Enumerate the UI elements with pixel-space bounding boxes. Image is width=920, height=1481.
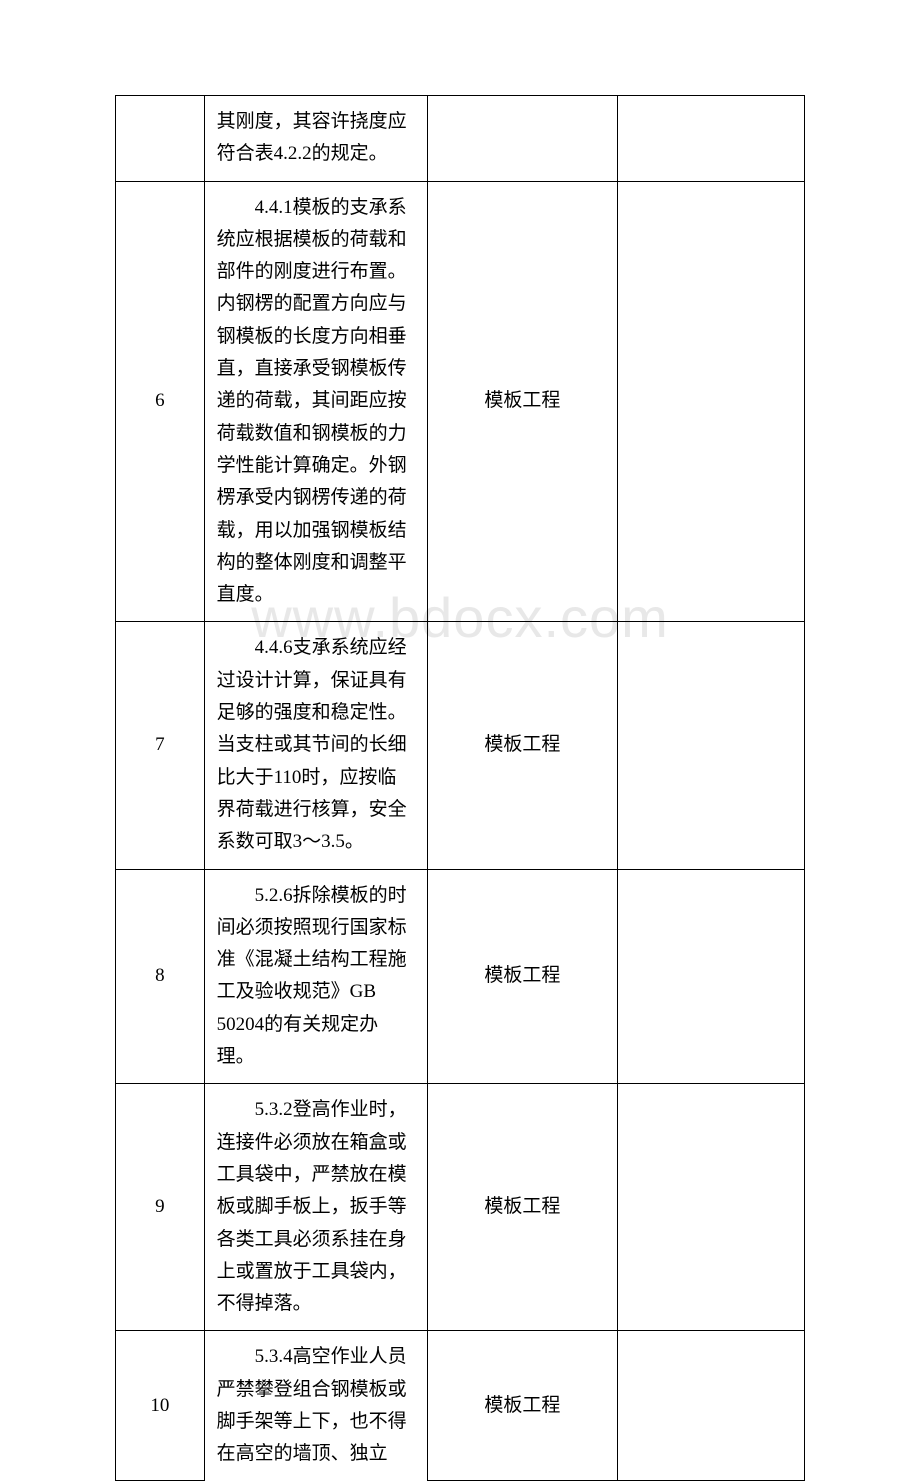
- row-empty-cell: [617, 1331, 804, 1481]
- row-number-cell: 6: [116, 181, 205, 622]
- row-number-cell: 10: [116, 1331, 205, 1481]
- row-category-cell: 模板工程: [428, 1331, 617, 1481]
- content-text: 5.3.4高空作业人员严禁攀登组合钢模板或脚手架等上下，也不得在高空的墙顶、独立: [217, 1341, 416, 1470]
- table-row: 其刚度，其容许挠度应符合表4.2.2的规定。: [116, 96, 805, 182]
- row-empty-cell: [617, 622, 804, 869]
- table-row: 7 4.4.6支承系统应经过设计计算，保证具有足够的强度和稳定性。当支柱或其节间…: [116, 622, 805, 869]
- row-number-cell: 7: [116, 622, 205, 869]
- row-content-cell: 4.4.6支承系统应经过设计计算，保证具有足够的强度和稳定性。当支柱或其节间的长…: [204, 622, 428, 869]
- row-content-cell: 5.3.4高空作业人员严禁攀登组合钢模板或脚手架等上下，也不得在高空的墙顶、独立: [204, 1331, 428, 1481]
- content-text: 4.4.1模板的支承系统应根据模板的荷载和部件的刚度进行布置。内钢楞的配置方向应…: [217, 192, 416, 612]
- content-text: 4.4.6支承系统应经过设计计算，保证具有足够的强度和稳定性。当支柱或其节间的长…: [217, 632, 416, 858]
- content-text: 5.3.2登高作业时，连接件必须放在箱盒或工具袋中，严禁放在模板或脚手板上，扳手…: [217, 1094, 416, 1320]
- table-row: 9 5.3.2登高作业时，连接件必须放在箱盒或工具袋中，严禁放在模板或脚手板上，…: [116, 1084, 805, 1331]
- content-text: 5.2.6拆除模板的时间必须按照现行国家标准《混凝土结构工程施工及验收规范》GB…: [217, 880, 416, 1074]
- row-content-cell: 5.3.2登高作业时，连接件必须放在箱盒或工具袋中，严禁放在模板或脚手板上，扳手…: [204, 1084, 428, 1331]
- row-empty-cell: [617, 869, 804, 1084]
- row-category-cell: 模板工程: [428, 181, 617, 622]
- row-number-cell: [116, 96, 205, 182]
- row-empty-cell: [617, 1084, 804, 1331]
- table-row: 8 5.2.6拆除模板的时间必须按照现行国家标准《混凝土结构工程施工及验收规范》…: [116, 869, 805, 1084]
- table-row: 10 5.3.4高空作业人员严禁攀登组合钢模板或脚手架等上下，也不得在高空的墙顶…: [116, 1331, 805, 1481]
- row-number-cell: 9: [116, 1084, 205, 1331]
- row-empty-cell: [617, 96, 804, 182]
- row-category-cell: 模板工程: [428, 869, 617, 1084]
- row-content-cell: 5.2.6拆除模板的时间必须按照现行国家标准《混凝土结构工程施工及验收规范》GB…: [204, 869, 428, 1084]
- row-empty-cell: [617, 181, 804, 622]
- row-category-cell: 模板工程: [428, 1084, 617, 1331]
- table-row: 6 4.4.1模板的支承系统应根据模板的荷载和部件的刚度进行布置。内钢楞的配置方…: [116, 181, 805, 622]
- row-category-cell: 模板工程: [428, 622, 617, 869]
- row-content-cell: 其刚度，其容许挠度应符合表4.2.2的规定。: [204, 96, 428, 182]
- row-category-cell: [428, 96, 617, 182]
- row-content-cell: 4.4.1模板的支承系统应根据模板的荷载和部件的刚度进行布置。内钢楞的配置方向应…: [204, 181, 428, 622]
- content-text: 其刚度，其容许挠度应符合表4.2.2的规定。: [217, 111, 407, 164]
- spec-table: 其刚度，其容许挠度应符合表4.2.2的规定。 6 4.4.1模板的支承系统应根据…: [115, 95, 805, 1481]
- row-number-cell: 8: [116, 869, 205, 1084]
